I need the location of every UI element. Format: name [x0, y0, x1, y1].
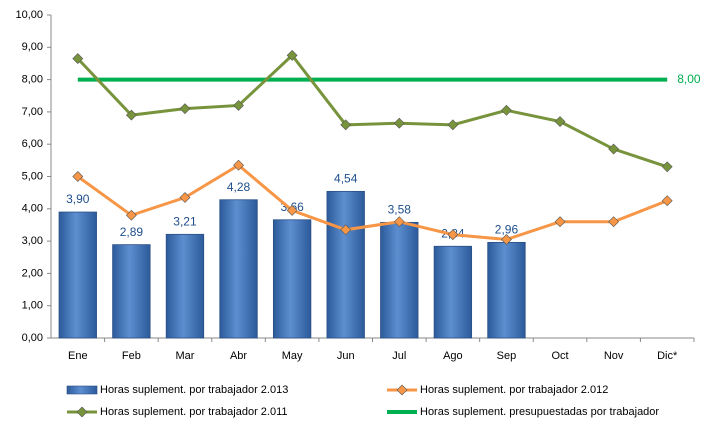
legend-marker [76, 406, 88, 418]
y-tick-label: 3,00 [22, 235, 43, 247]
bar [487, 241, 526, 339]
y-tick-label: 8,00 [22, 74, 43, 86]
marker [608, 143, 620, 155]
legend-label: Horas suplement. por trabajador 2.012 [420, 384, 608, 396]
y-tick-label: 6,00 [22, 138, 43, 150]
x-tick-label: Sep [497, 350, 517, 362]
marker [608, 216, 620, 228]
legend-label: Horas suplement. por trabajador 2.011 [100, 406, 288, 418]
marker [233, 159, 244, 171]
data-label: 4,54 [334, 172, 358, 186]
marker [125, 209, 137, 221]
bar [58, 211, 97, 339]
marker [661, 195, 673, 207]
series-line [76, 163, 668, 242]
series-line [76, 53, 668, 169]
data-label: 4,28 [227, 180, 251, 194]
y-tick-label: 10,00 [15, 9, 43, 21]
marker [72, 171, 84, 182]
x-tick-label: Jun [337, 350, 355, 362]
marker [554, 216, 566, 228]
data-label: 3,21 [173, 214, 197, 228]
y-tick-label: 0,00 [22, 332, 43, 344]
x-tick-label: Ago [443, 350, 463, 362]
marker [501, 234, 512, 245]
marker [393, 117, 405, 129]
data-label: 8,00 [677, 72, 701, 86]
x-tick-label: Nov [604, 350, 624, 362]
y-tick-label: 1,00 [22, 300, 43, 312]
bar [380, 221, 419, 339]
data-label: 3,90 [66, 192, 90, 206]
y-tick-label: 5,00 [22, 170, 43, 182]
data-label: 3,58 [388, 203, 412, 217]
x-tick-label: Oct [551, 350, 568, 362]
x-tick-label: Feb [122, 350, 141, 362]
bar [112, 244, 151, 339]
bar [272, 219, 312, 339]
y-tick-label: 7,00 [22, 106, 43, 118]
marker [661, 161, 673, 173]
marker [554, 116, 566, 128]
y-tick-label: 9,00 [22, 41, 43, 53]
x-tick-label: Jul [392, 350, 406, 362]
marker [340, 224, 352, 236]
data-label: 2,89 [120, 225, 144, 239]
marker [447, 119, 459, 131]
marker [179, 103, 191, 115]
legend-label: Horas suplement. presupuestadas por trab… [420, 406, 659, 418]
bar [433, 245, 473, 339]
bar [165, 233, 205, 339]
marker [125, 109, 137, 121]
x-tick-label: Mar [175, 350, 194, 362]
marker [72, 53, 84, 65]
x-tick-label: Ene [68, 350, 88, 362]
x-tick-label: Abr [230, 350, 247, 362]
bar [326, 190, 365, 339]
y-tick-label: 2,00 [22, 267, 43, 279]
x-tick-label: Dic* [657, 350, 678, 362]
legend-marker [396, 384, 408, 396]
bar [219, 199, 258, 339]
legend-label: Horas suplement. por trabajador 2.013 [100, 384, 288, 396]
y-tick-label: 4,00 [22, 203, 43, 215]
marker [447, 229, 459, 241]
data-label: 2,96 [495, 223, 519, 237]
x-tick-label: May [282, 350, 303, 362]
marker [340, 119, 352, 131]
marker [393, 216, 405, 228]
marker [501, 104, 512, 116]
marker [286, 204, 298, 216]
legend-swatch [66, 385, 98, 395]
marker [179, 192, 191, 203]
marker [233, 100, 244, 111]
marker [286, 49, 298, 61]
